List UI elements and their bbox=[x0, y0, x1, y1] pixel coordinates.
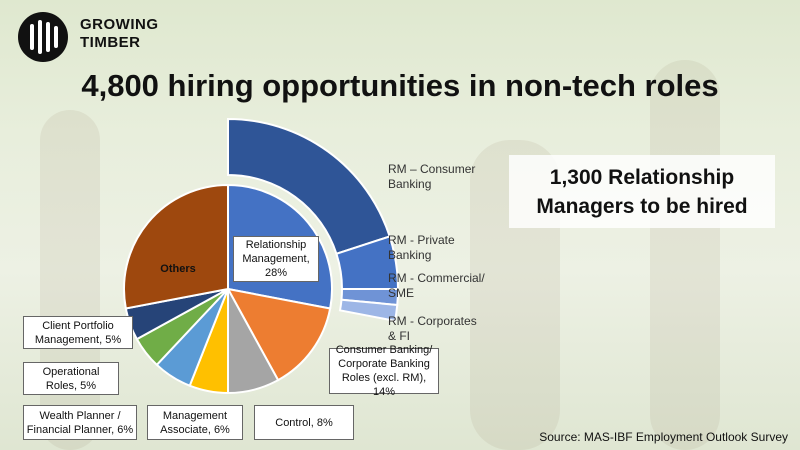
consumer-corporate-banking-label: Consumer Banking/ Corporate Banking Role… bbox=[329, 344, 439, 398]
rm-hiring-callout: 1,300 Relationship Managers to be hired bbox=[509, 155, 775, 228]
management-associate-label: Management Associate, 6% bbox=[147, 405, 243, 440]
relationship-management-label: Relationship Management, 28% bbox=[233, 236, 319, 282]
main-pie bbox=[123, 183, 333, 395]
operational-roles-label: Operational Roles, 5% bbox=[23, 362, 119, 395]
ring-segment-rm-corporates-fi bbox=[338, 298, 399, 323]
brand-name: GROWING TIMBER bbox=[80, 16, 159, 52]
rm-private-banking-label: RM - Private Banking bbox=[388, 233, 455, 262]
brand-line-1: GROWING bbox=[80, 16, 159, 33]
page-title: 4,800 hiring opportunities in non-tech r… bbox=[81, 68, 719, 103]
callout-line-2: Managers to be hired bbox=[536, 195, 748, 218]
rm-corporates-fi-label: RM - Corporates & FI bbox=[388, 314, 477, 343]
tree-trunk bbox=[650, 60, 720, 450]
callout-line-1: 1,300 Relationship bbox=[549, 166, 735, 189]
rm-consumer-banking-label: RM – Consumer Banking bbox=[388, 162, 476, 191]
growing-timber-logo bbox=[18, 12, 68, 62]
rm-breakdown-ring bbox=[227, 117, 400, 323]
others-label: Others bbox=[160, 263, 195, 275]
source-note: Source: MAS-IBF Employment Outlook Surve… bbox=[539, 430, 788, 444]
pie-slice-others bbox=[123, 183, 229, 310]
control-label: Control, 8% bbox=[254, 405, 354, 440]
rm-commercial-sme-label: RM - Commercial/ SME bbox=[388, 271, 485, 300]
pie-slice-consumer-banking-corporate-banking-roles-excl-rm-14 bbox=[226, 287, 332, 382]
brand-line-2: TIMBER bbox=[80, 34, 141, 51]
client-portfolio-management-label: Client Portfolio Management, 5% bbox=[23, 316, 133, 349]
wealth-planner-label: Wealth Planner / Financial Planner, 6% bbox=[23, 405, 137, 440]
